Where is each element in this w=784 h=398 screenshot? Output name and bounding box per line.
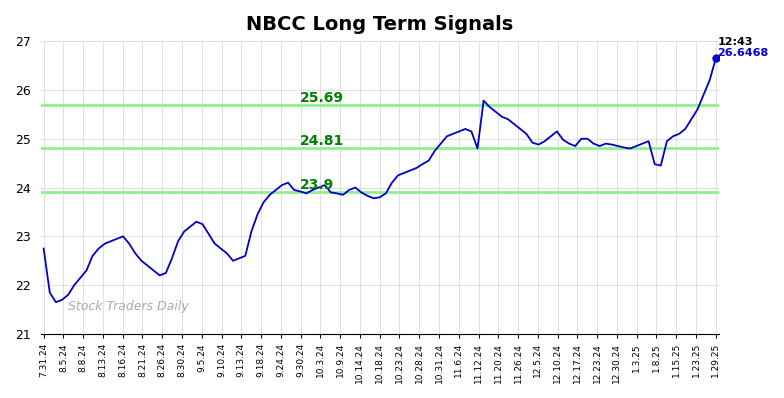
Title: NBCC Long Term Signals: NBCC Long Term Signals <box>246 15 514 34</box>
Text: Stock Traders Daily: Stock Traders Daily <box>67 300 188 314</box>
Text: 25.69: 25.69 <box>300 91 344 105</box>
Text: 12:43: 12:43 <box>717 37 753 47</box>
Text: 24.81: 24.81 <box>300 134 344 148</box>
Text: 23.9: 23.9 <box>300 178 335 193</box>
Text: 26.6468: 26.6468 <box>717 48 769 58</box>
